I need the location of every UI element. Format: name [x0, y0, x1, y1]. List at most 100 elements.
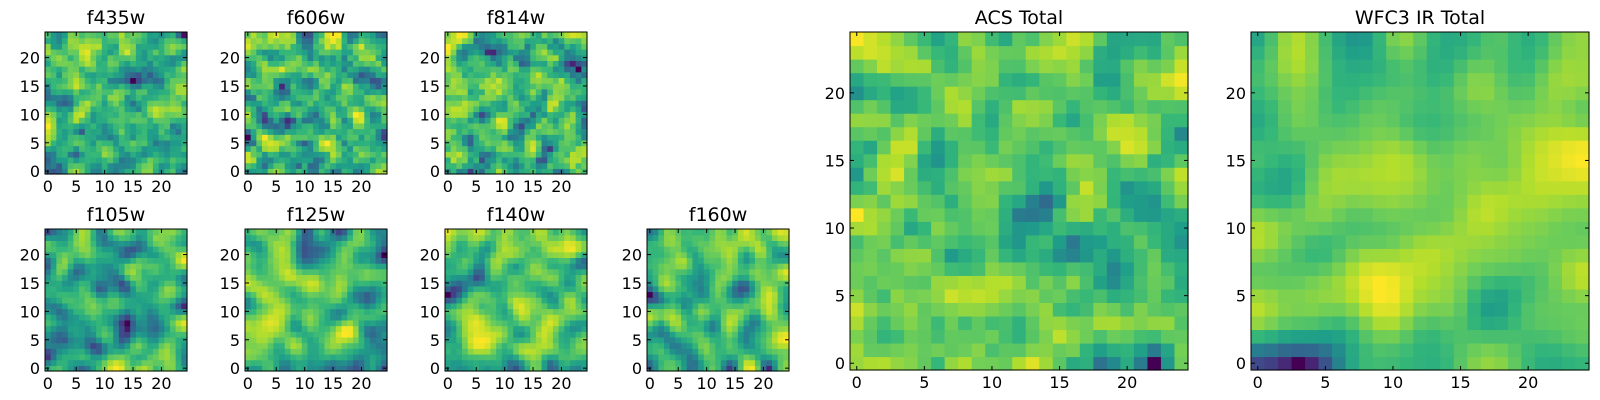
heatmap-cell — [564, 71, 571, 79]
heatmap-cell — [318, 314, 326, 321]
heatmap-cell — [341, 234, 348, 241]
heatmap-cell — [107, 54, 114, 61]
heatmap-cell — [569, 134, 577, 141]
heatmap-cell — [124, 240, 131, 247]
heatmap-cell — [169, 88, 177, 96]
heatmap-cell — [1066, 248, 1081, 263]
heatmap-cell — [330, 348, 337, 355]
heatmap-cell — [296, 111, 303, 118]
heatmap-cell — [581, 268, 588, 276]
heatmap-cell — [84, 32, 92, 39]
heatmap-cell — [101, 319, 109, 327]
heatmap-cell — [547, 94, 554, 101]
heatmap-cell — [113, 168, 120, 175]
heatmap-cell — [375, 263, 382, 270]
heatmap-cell — [84, 37, 92, 44]
heatmap-cell — [175, 308, 182, 315]
heatmap-cell — [273, 291, 280, 298]
heatmap-cell — [262, 151, 269, 158]
heatmap-cell — [358, 54, 365, 61]
heatmap-cell — [250, 365, 257, 372]
heatmap-cell — [296, 234, 303, 241]
heatmap-cell — [296, 302, 303, 310]
heatmap-cell — [135, 37, 143, 44]
heatmap-cell — [245, 319, 252, 327]
heatmap-cell — [130, 291, 137, 298]
heatmap-cell — [558, 257, 565, 264]
heatmap-cell — [686, 229, 694, 236]
heatmap-cell — [267, 263, 274, 270]
heatmap-cell — [45, 263, 52, 270]
heatmap-cell — [301, 274, 309, 281]
heatmap-cell — [335, 145, 343, 152]
heatmap-cell — [164, 43, 171, 50]
heatmap-cell — [250, 156, 257, 164]
heatmap-cell — [262, 37, 269, 44]
heatmap-cell — [1120, 234, 1135, 249]
heatmap-cell — [720, 234, 728, 241]
heatmap-cell — [737, 268, 745, 276]
heatmap-cell — [256, 336, 263, 344]
heatmap-cell — [56, 83, 63, 90]
heatmap-cell — [273, 325, 280, 332]
heatmap-cell — [904, 221, 919, 236]
heatmap-cell — [84, 117, 92, 124]
heatmap-cell — [513, 319, 520, 327]
heatmap-cell — [113, 280, 120, 287]
heatmap-cell — [113, 122, 120, 130]
heatmap-cell — [658, 353, 665, 361]
heatmap-cell — [709, 342, 716, 349]
heatmap-cell — [450, 359, 457, 366]
heatmap-cell — [462, 162, 469, 169]
heatmap-cell — [703, 240, 711, 247]
heatmap-cell — [890, 194, 905, 209]
heatmap-cell — [456, 60, 463, 67]
heatmap-cell — [158, 111, 165, 118]
heatmap-cell — [652, 308, 659, 315]
heatmap-cell — [462, 54, 469, 61]
heatmap-cell — [513, 162, 520, 169]
heatmap-cell — [513, 229, 520, 236]
heatmap-cell — [456, 268, 463, 276]
heatmap-cell — [703, 308, 711, 315]
heatmap-cell — [743, 268, 750, 276]
heatmap-cell — [335, 117, 343, 124]
heatmap-cell — [250, 314, 257, 321]
heatmap-cell — [267, 274, 274, 281]
heatmap-cell — [749, 325, 756, 332]
heatmap-cell — [467, 83, 474, 90]
heatmap-cell — [669, 302, 676, 310]
heatmap-cell — [575, 268, 582, 276]
heatmap-cell — [917, 194, 932, 209]
heatmap-cell — [90, 128, 97, 135]
heatmap-cell — [152, 66, 160, 73]
heatmap-cell — [709, 229, 716, 236]
heatmap-cell — [124, 122, 131, 130]
heatmap-cell — [575, 122, 582, 130]
heatmap-cell — [318, 71, 326, 79]
heatmap-cell — [67, 43, 74, 50]
heatmap-cell — [958, 194, 973, 209]
heatmap-cell — [352, 268, 360, 276]
heatmap-cell — [484, 297, 492, 304]
heatmap-cell — [147, 139, 154, 147]
heatmap-cell — [313, 274, 320, 281]
heatmap-cell — [669, 348, 676, 355]
heatmap-cell — [130, 134, 137, 141]
heatmap-cell — [473, 348, 480, 355]
heatmap-cell — [462, 297, 469, 304]
heatmap-cell — [169, 263, 177, 270]
heatmap-cell — [479, 49, 486, 56]
heatmap-cell — [669, 336, 676, 344]
heatmap-cell — [347, 285, 354, 293]
heatmap-cell — [290, 240, 297, 247]
heatmap-cell — [169, 54, 177, 61]
heatmap-cell — [341, 168, 348, 175]
heatmap-cell — [564, 66, 571, 73]
heatmap-cell — [381, 43, 388, 50]
heatmap-cell — [107, 291, 114, 298]
heatmap-cell — [1106, 167, 1121, 182]
heatmap-cell — [245, 151, 252, 158]
heatmap-cell — [352, 60, 360, 67]
heatmap-cell — [169, 365, 177, 372]
